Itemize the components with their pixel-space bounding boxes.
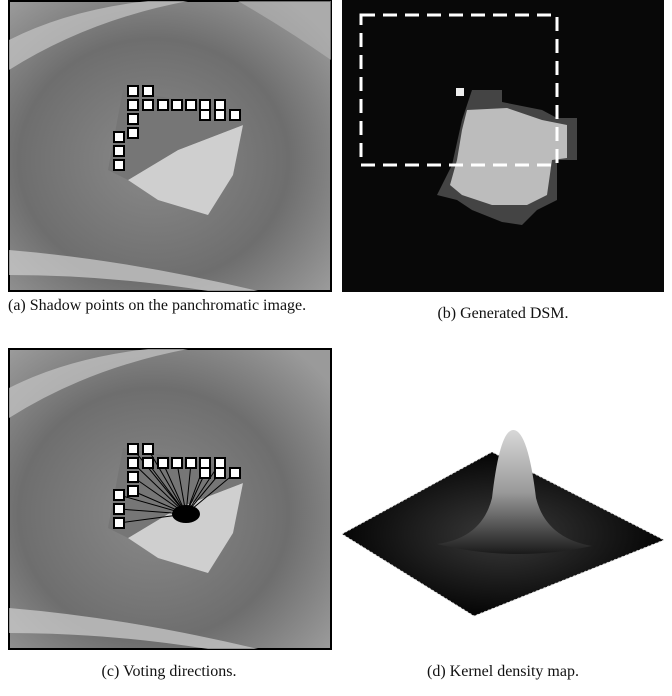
panchromatic-image — [8, 0, 332, 292]
shadow-point — [230, 110, 240, 120]
shadow-point — [158, 100, 168, 110]
shadow-point — [143, 100, 153, 110]
density-map — [342, 348, 664, 650]
caption: (b) Generated DSM. — [342, 304, 664, 324]
shadow-point — [128, 444, 138, 454]
shadow-point — [158, 458, 168, 468]
caption: (d) Kernel density map. — [342, 662, 664, 682]
shadow-point — [143, 86, 153, 96]
shadow-point — [143, 444, 153, 454]
shadow-point — [172, 100, 182, 110]
shadow-point — [186, 458, 196, 468]
shadow-point — [128, 128, 138, 138]
caption: (a) Shadow points on the panchromatic im… — [8, 296, 330, 316]
shadow-point — [114, 146, 124, 156]
shadow-point — [172, 458, 182, 468]
shadow-point — [200, 458, 210, 468]
caption: (c) Voting directions. — [8, 662, 330, 682]
shadow-point — [230, 468, 240, 478]
shadow-point — [114, 490, 124, 500]
shadow-point — [114, 504, 124, 514]
shadow-point — [128, 458, 138, 468]
shadow-point — [114, 518, 124, 528]
shadow-point — [200, 110, 210, 120]
shadow-point — [200, 100, 210, 110]
shadow-point — [215, 100, 225, 110]
shadow-point — [215, 110, 225, 120]
shadow-point — [128, 486, 138, 496]
dsm-image — [342, 0, 664, 292]
shadow-point — [200, 468, 210, 478]
voting-image — [8, 348, 332, 650]
shadow-point — [128, 472, 138, 482]
page: (a) Shadow points on the panchromatic im… — [0, 0, 672, 696]
shadow-point — [215, 458, 225, 468]
shadow-point — [114, 160, 124, 170]
shadow-point — [143, 458, 153, 468]
shadow-point — [128, 86, 138, 96]
shadow-point — [114, 132, 124, 142]
shadow-point — [128, 100, 138, 110]
shadow-point — [215, 468, 225, 478]
shadow-point — [186, 100, 196, 110]
shadow-point — [128, 114, 138, 124]
